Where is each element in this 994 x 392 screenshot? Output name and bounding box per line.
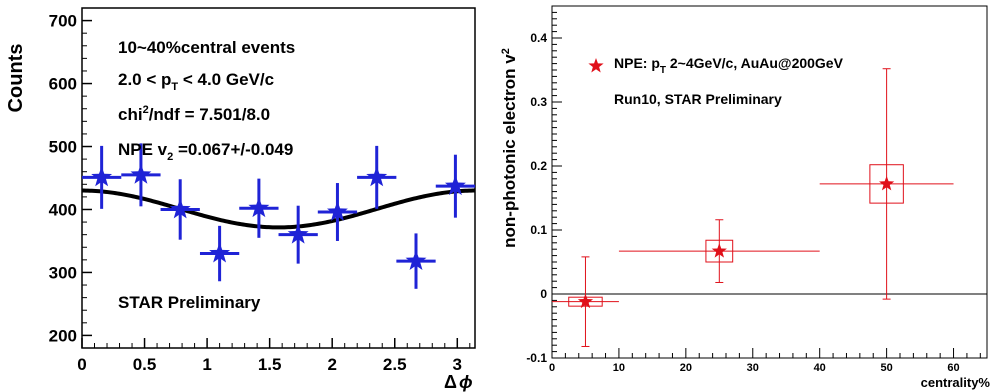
left-data-point: [396, 233, 436, 289]
left-star-marker: [209, 242, 231, 263]
left-star-marker: [366, 166, 388, 187]
right-star-marker: [879, 175, 895, 191]
left-star-marker: [405, 250, 427, 271]
left-star-marker: [91, 166, 113, 187]
left-data-point: [239, 178, 279, 238]
left-xtick-label: 1: [202, 355, 211, 374]
left-ytick-label: 500: [49, 138, 77, 157]
left-data-point: [357, 145, 397, 209]
left-star-marker: [248, 197, 270, 218]
right-xlabel: centrality%: [921, 375, 991, 390]
right-xtick-label: 20: [680, 362, 692, 374]
right-data-point: [618, 219, 820, 283]
right-star-marker: [577, 293, 594, 309]
legend-label-pre: NPE: p: [614, 55, 660, 71]
left-star-marker: [287, 223, 309, 244]
right-star-marker: [711, 243, 727, 258]
right-ylabel-pre: non-photonic electron v: [500, 54, 519, 248]
left-ytick-label: 700: [49, 12, 77, 31]
right-xtick-label: 0: [549, 362, 555, 374]
v2-sub: 2: [167, 151, 173, 163]
left-xtick-label: 0.5: [133, 355, 157, 374]
right-xtick-label: 40: [814, 362, 826, 374]
left-data-point: [160, 179, 200, 240]
right-xtick-label: 30: [747, 362, 759, 374]
dphi-chart: 0 0.5 1 1.5 2 2.5 3 200 300 400 500 600 700 Counts Δ…: [5, 7, 476, 392]
right-ylabel: non-photonic electron v2: [500, 48, 519, 248]
left-ytick-label: 600: [49, 75, 77, 94]
right-axes: 0 10 20 30 40 50 60-0.100.10.20.30.4: [526, 11, 987, 374]
legend-star-marker: [588, 58, 604, 73]
legend-label: NPE: pT 2~4GeV/c, AuAu@200GeV: [614, 55, 844, 76]
right-xtick-label: 50: [880, 362, 892, 374]
left-xlabel-delta: Δ: [444, 372, 457, 392]
left-ytick-label: 400: [49, 200, 77, 219]
left-data-point: [435, 154, 476, 218]
centrality-chart: 0 10 20 30 40 50 60-0.100.10.20.30.4 non-photo…: [500, 5, 991, 390]
pt-range-pre: 2.0 < p: [118, 70, 171, 89]
v2-pre: NPE v: [118, 140, 168, 159]
left-data-point: [199, 225, 240, 282]
left-data-point: [121, 143, 161, 207]
right-xtick-label: 60: [947, 362, 959, 374]
annotation-events: 10~40%central events: [118, 38, 295, 57]
left-star-marker: [326, 201, 348, 221]
chi-pre: chi: [118, 105, 143, 124]
right-ytick-label: 0.3: [530, 95, 547, 109]
v2-post: =0.067+/-0.049: [173, 140, 293, 159]
left-ytick-label: 200: [49, 326, 77, 345]
left-data-point: [317, 183, 358, 241]
left-xtick-label: 2.5: [383, 355, 407, 374]
left-xtick-label: 0: [77, 355, 86, 374]
left-star-marker: [169, 198, 191, 219]
right-ytick-label: 0.1: [530, 223, 547, 237]
pt-range-sub: T: [171, 81, 178, 93]
right-data-point: [552, 256, 619, 347]
chi-sup: 2: [143, 104, 149, 116]
right-plot-frame: [551, 5, 988, 359]
left-data-point: [278, 205, 318, 264]
right-xtick-label: 10: [613, 362, 625, 374]
right-ytick-label: 0.4: [530, 31, 547, 45]
left-axes: 0 0.5 1 1.5 2 2.5 3 200 300 400 500 600 700: [49, 12, 471, 374]
left-data-points: [82, 143, 476, 289]
right-legend: NPE: pT 2~4GeV/c, AuAu@200GeV Run10, STA…: [588, 55, 844, 107]
left-ylabel: Counts: [5, 44, 27, 113]
right-ytick-label: -0.1: [526, 351, 547, 365]
annotation-pt-range: 2.0 < pT < 4.0 GeV/c: [118, 70, 274, 93]
left-xtick-label: 1.5: [258, 355, 282, 374]
left-xtick-label: 3: [453, 355, 462, 374]
left-star-marker: [130, 163, 152, 184]
right-ytick-label: 0.2: [530, 159, 547, 173]
right-data-points: [552, 68, 954, 347]
chi-post: /ndf = 7.501/8.0: [149, 105, 270, 124]
annotation-v2: NPE v2 =0.067+/-0.049: [118, 140, 293, 163]
annotation-chi2: chi2/ndf = 7.501/8.0: [118, 104, 270, 124]
right-ylabel-sub: 2: [500, 48, 512, 54]
right-ytick-label: 0: [540, 287, 547, 301]
left-xlabel-phi: ϕ: [459, 372, 473, 392]
left-ytick-label: 300: [49, 263, 77, 282]
pt-range-post: < 4.0 GeV/c: [178, 70, 274, 89]
legend-line2: Run10, STAR Preliminary: [614, 91, 782, 107]
left-star-marker: [444, 175, 466, 196]
fit-curve-group: [82, 188, 475, 230]
left-xtick-label: 2: [327, 355, 336, 374]
legend-label-post: 2~4GeV/c, AuAu@200GeV: [666, 55, 844, 71]
legend-label-sub: T: [660, 65, 666, 76]
right-data-point: [819, 68, 954, 300]
annotation-preliminary: STAR Preliminary: [118, 293, 261, 312]
fit-curve: [82, 188, 475, 230]
left-data-point: [82, 145, 122, 209]
